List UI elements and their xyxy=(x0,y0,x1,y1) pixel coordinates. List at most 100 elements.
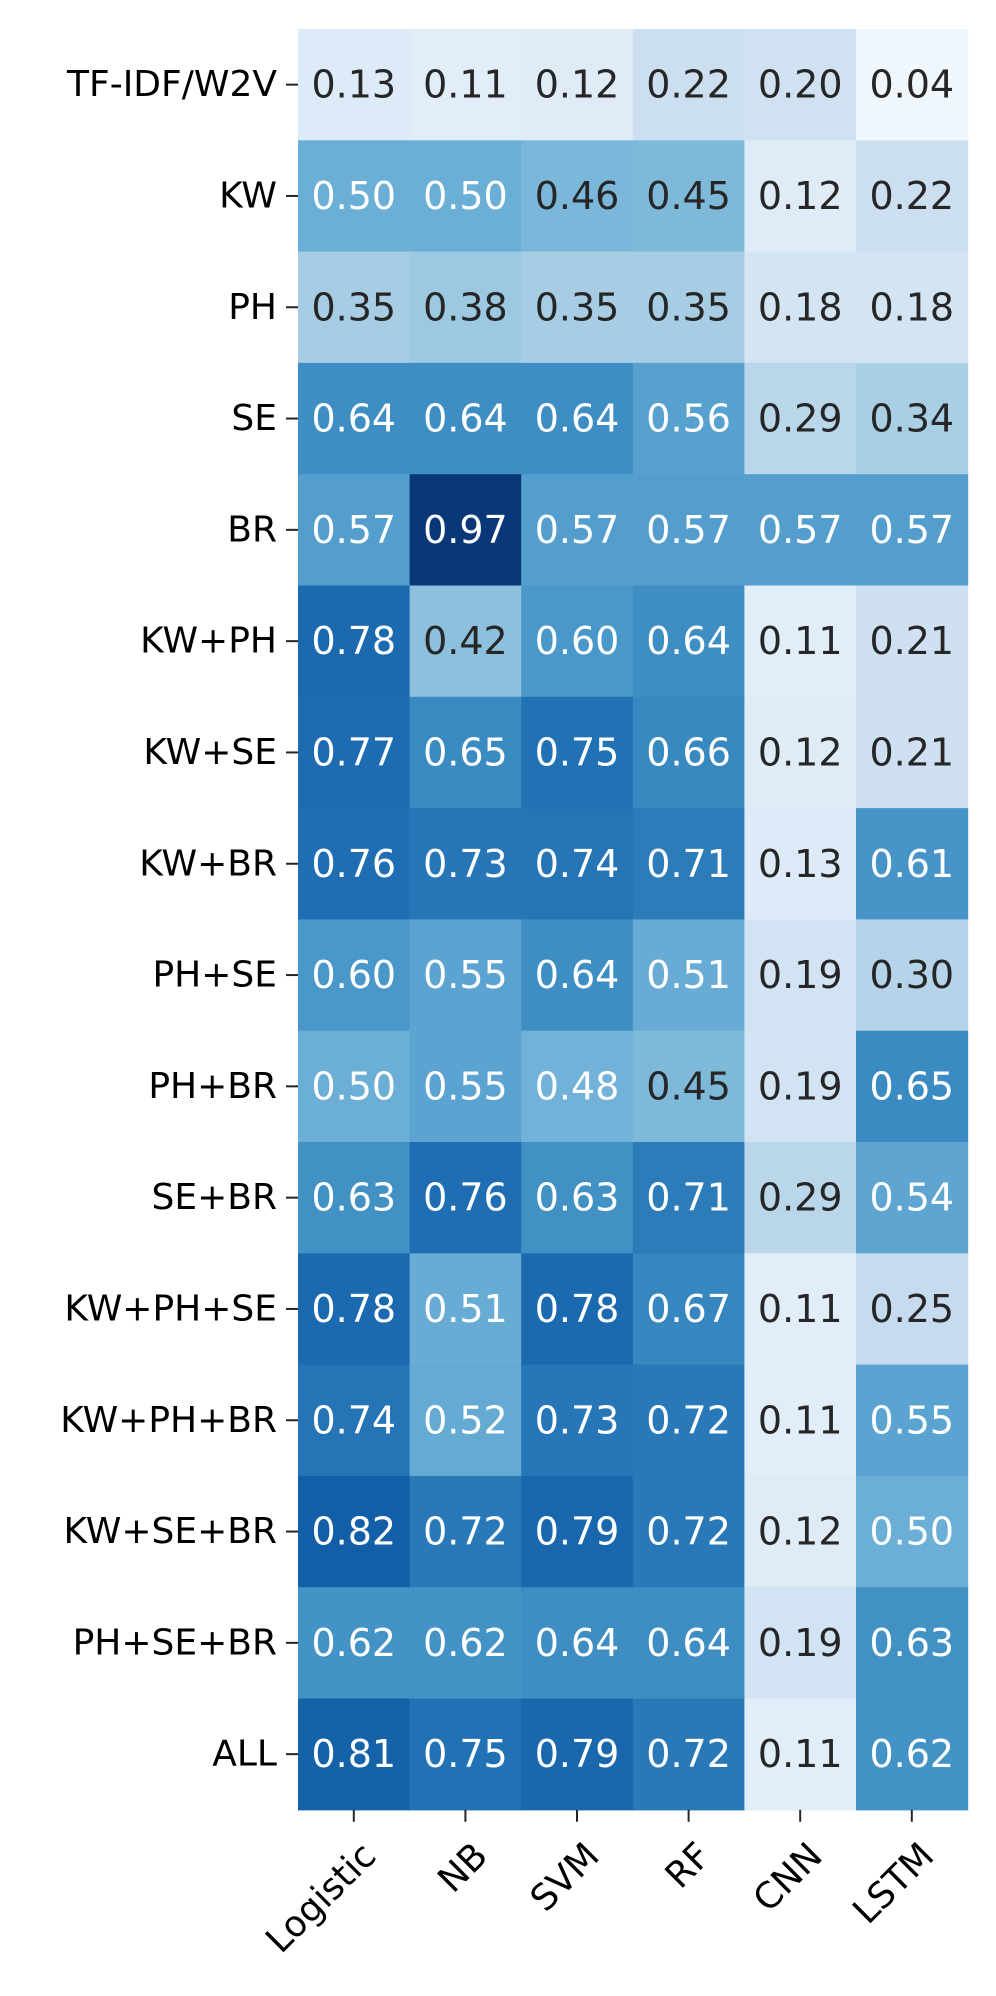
y-tick-label: SE+BR xyxy=(152,1177,277,1218)
cell-value-label: 0.29 xyxy=(758,1176,843,1220)
heatmap-cells xyxy=(298,29,969,1811)
cell-value-label: 0.13 xyxy=(758,842,843,886)
heatmap-cell-ph-br-rf xyxy=(632,1030,745,1143)
heatmap-cell-kw-logistic xyxy=(298,140,411,253)
cell-value-label: 0.50 xyxy=(869,1510,954,1554)
cell-value-label: 0.51 xyxy=(423,1287,508,1331)
heatmap-cell-kw-ph-svm xyxy=(521,585,634,698)
heatmap-cell-ph-se-br-cnn xyxy=(744,1587,857,1700)
x-tick-label: SVM xyxy=(523,1835,608,1920)
heatmap-cell-kw-ph-br-cnn xyxy=(744,1364,857,1477)
heatmap-cell-se-logistic xyxy=(298,362,411,475)
cell-value-label: 0.82 xyxy=(311,1510,396,1554)
cell-value-label: 0.57 xyxy=(758,508,843,552)
heatmap-annotations: 0.13 0.11 0.12 0.22 0.20 0.04 0.50 0.50 0.46 0.45… xyxy=(311,63,954,1777)
heatmap-cell-ph-se-rf xyxy=(632,919,745,1032)
cell-value-label: 0.57 xyxy=(646,508,731,552)
cell-value-label: 0.30 xyxy=(869,953,954,997)
cell-value-label: 0.64 xyxy=(646,619,731,663)
heatmap-cell-kw-se-br-cnn xyxy=(744,1475,857,1588)
cell-value-label: 0.25 xyxy=(869,1287,954,1331)
heatmap-cell-se-br-rf xyxy=(632,1142,745,1254)
heatmap-cell-kw-se-rf xyxy=(632,696,745,809)
cell-value-label: 0.51 xyxy=(646,953,731,997)
y-axis: TF-IDF/W2V KW PH SE BR KW+PH KW+SE KW+BR PH+SE PH… xyxy=(60,64,298,1775)
heatmap-cell-ph-br-logistic xyxy=(298,1030,411,1143)
cell-value-label: 0.19 xyxy=(758,953,843,997)
cell-value-label: 0.19 xyxy=(758,1064,843,1108)
heatmap-cell-all-rf xyxy=(632,1698,745,1811)
x-tick-label: Logistic xyxy=(258,1835,384,1961)
cell-value-label: 0.65 xyxy=(869,1064,954,1108)
heatmap-cell-ph-br-svm xyxy=(521,1030,634,1143)
heatmap-cell-kw-ph-logistic xyxy=(298,585,411,698)
cell-value-label: 0.57 xyxy=(535,508,620,552)
heatmap-cell-se-rf xyxy=(632,362,745,475)
heatmap-cell-ph-se-br-rf xyxy=(632,1587,745,1700)
cell-value-label: 0.11 xyxy=(758,1398,843,1442)
heatmap-cell-br-logistic xyxy=(298,474,411,587)
cell-value-label: 0.79 xyxy=(535,1732,620,1776)
heatmap-cell-kw-se-br-svm xyxy=(521,1475,634,1588)
cell-value-label: 0.76 xyxy=(311,842,396,886)
heatmap-cell-kw-se-br-lstm xyxy=(856,1475,969,1588)
heatmap-cell-kw-ph-cnn xyxy=(744,585,857,698)
heatmap-cell-kw-ph-se-rf xyxy=(632,1253,745,1366)
cell-value-label: 0.81 xyxy=(311,1732,396,1776)
cell-value-label: 0.48 xyxy=(535,1064,620,1108)
cell-value-label: 0.60 xyxy=(535,619,620,663)
cell-value-label: 0.42 xyxy=(423,619,508,663)
heatmap-cell-ph-se-br-svm xyxy=(521,1587,634,1700)
cell-value-label: 0.35 xyxy=(535,285,620,329)
heatmap-cell-tf-idf-w2v-lstm xyxy=(856,29,969,141)
x-tick-label: RF xyxy=(658,1835,719,1896)
y-tick-label: PH+SE xyxy=(152,955,277,996)
y-tick-label: KW+PH+SE xyxy=(64,1288,277,1329)
heatmap-cell-se-br-svm xyxy=(521,1142,634,1254)
cell-value-label: 0.67 xyxy=(646,1287,731,1331)
cell-value-label: 0.55 xyxy=(423,953,508,997)
y-tick-label: BR xyxy=(227,509,277,550)
cell-value-label: 0.73 xyxy=(535,1398,620,1442)
cell-value-label: 0.18 xyxy=(758,285,843,329)
cell-value-label: 0.71 xyxy=(646,1176,731,1220)
heatmap-cell-se-br-nb xyxy=(409,1142,522,1254)
cell-value-label: 0.74 xyxy=(535,842,620,886)
heatmap-cell-all-logistic xyxy=(298,1698,411,1811)
cell-value-label: 0.62 xyxy=(423,1621,508,1665)
cell-value-label: 0.76 xyxy=(423,1176,508,1220)
cell-value-label: 0.66 xyxy=(646,730,731,774)
cell-value-label: 0.63 xyxy=(869,1621,954,1665)
heatmap-cell-kw-br-cnn xyxy=(744,808,857,920)
y-tick-label: SE xyxy=(231,398,277,439)
heatmap-cell-kw-ph-br-svm xyxy=(521,1364,634,1477)
heatmap-cell-kw-ph-lstm xyxy=(856,585,969,698)
y-tick-label: KW+PH+BR xyxy=(60,1400,277,1441)
x-axis: Logistic NB SVM RF CNN LSTM xyxy=(258,1809,942,1961)
heatmap-cell-br-svm xyxy=(521,474,634,587)
cell-value-label: 0.11 xyxy=(758,1287,843,1331)
heatmap-cell-kw-ph-se-lstm xyxy=(856,1253,969,1366)
cell-value-label: 0.54 xyxy=(869,1176,954,1220)
heatmap-cell-kw-ph-rf xyxy=(632,585,745,698)
cell-value-label: 0.21 xyxy=(869,730,954,774)
cell-value-label: 0.64 xyxy=(535,953,620,997)
heatmap-cell-ph-se-nb xyxy=(409,919,522,1032)
heatmap-cell-kw-ph-br-nb xyxy=(409,1364,522,1477)
cell-value-label: 0.50 xyxy=(311,1064,396,1108)
heatmap-cell-kw-nb xyxy=(409,140,522,253)
heatmap-cell-tf-idf-w2v-nb xyxy=(409,29,522,141)
heatmap-cell-kw-br-nb xyxy=(409,808,522,920)
heatmap-cell-kw-br-lstm xyxy=(856,808,969,920)
heatmap-cell-all-cnn xyxy=(744,1698,857,1811)
cell-value-label: 0.63 xyxy=(535,1176,620,1220)
cell-value-label: 0.65 xyxy=(423,730,508,774)
cell-value-label: 0.38 xyxy=(423,285,508,329)
cell-value-label: 0.04 xyxy=(869,63,954,107)
cell-value-label: 0.74 xyxy=(311,1398,396,1442)
cell-value-label: 0.57 xyxy=(311,508,396,552)
y-tick-label: KW+PH xyxy=(140,621,277,662)
cell-value-label: 0.77 xyxy=(311,730,396,774)
heatmap-cell-kw-ph-se-cnn xyxy=(744,1253,857,1366)
heatmap-cell-kw-ph-se-logistic xyxy=(298,1253,411,1366)
